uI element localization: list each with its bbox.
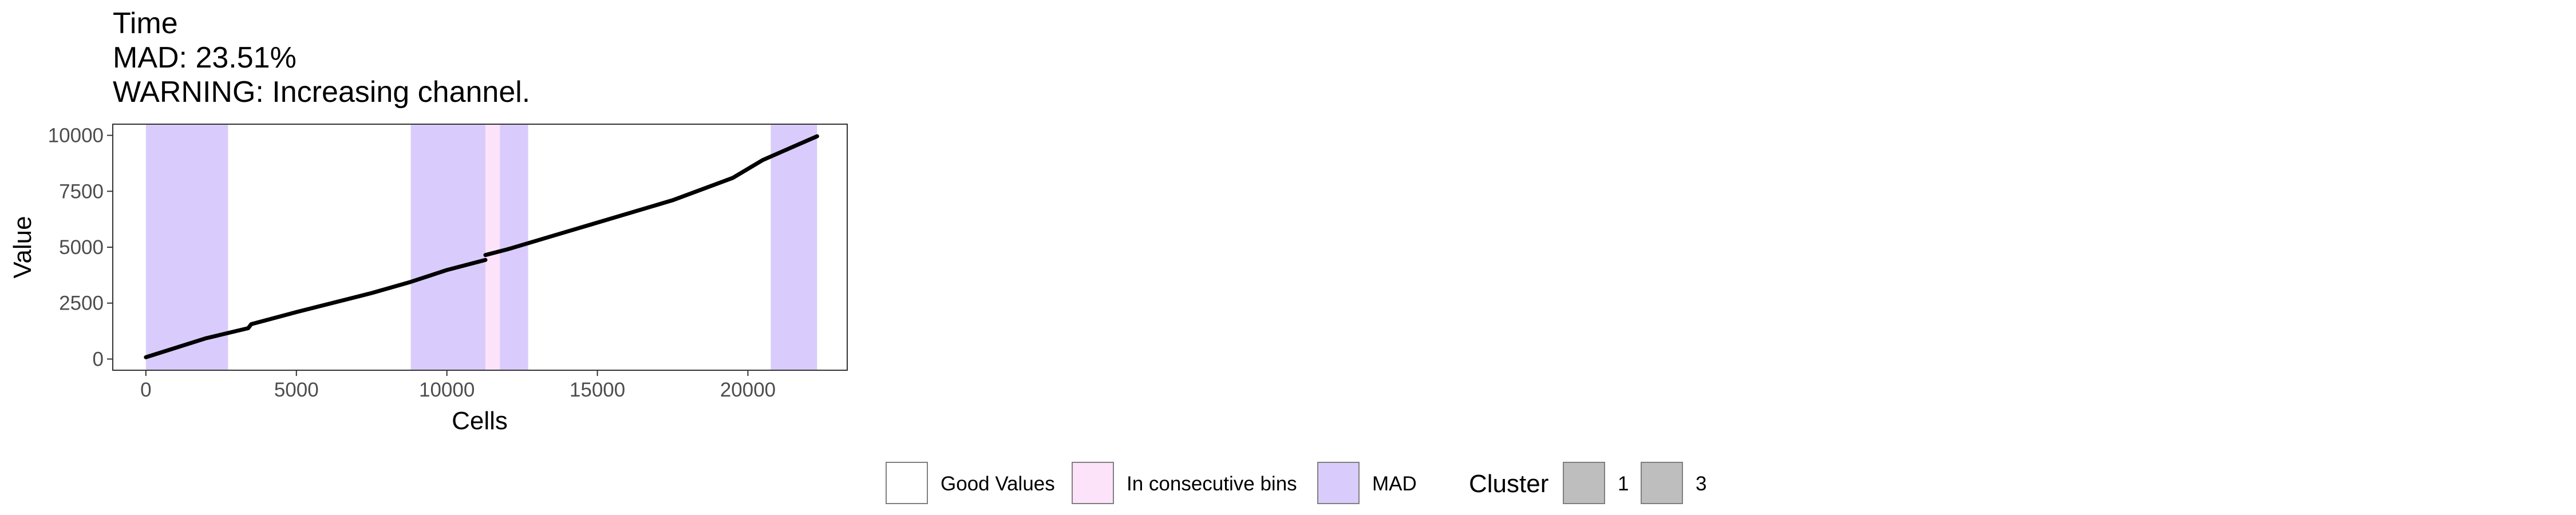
legend: Good Values In consecutive bins MAD Clus…	[886, 462, 1706, 504]
y-tick-label-2500: 2500	[59, 292, 104, 315]
legend-label-good-values: Good Values	[941, 473, 1055, 495]
region-mad-1	[410, 124, 485, 370]
x-tick-label-15000: 15000	[570, 379, 625, 401]
x-tick-label-20000: 20000	[720, 379, 776, 401]
legend-key-mad	[1317, 462, 1360, 504]
legend-key-in-consecutive-bins	[1072, 462, 1114, 504]
legend-key-cluster-1	[1563, 462, 1605, 504]
region-mad-4	[771, 124, 817, 370]
chart-title-line-2: MAD: 23.51%	[113, 41, 297, 74]
x-tick-label-0: 0	[140, 379, 151, 401]
legend-label-in-consecutive-bins: In consecutive bins	[1127, 473, 1297, 495]
legend-label-cluster-1: 1	[1618, 473, 1629, 495]
legend-label-mad: MAD	[1372, 473, 1417, 495]
ribbon-cluster-3	[485, 134, 817, 258]
y-tick-label-5000: 5000	[59, 236, 104, 259]
y-tick-label-0: 0	[93, 348, 104, 370]
series-lines	[144, 134, 819, 359]
line-cluster-3	[483, 134, 819, 258]
y-tick-label-10000: 10000	[48, 125, 104, 147]
x-tick-label-10000: 10000	[419, 379, 475, 401]
chart-title-line-3: WARNING: Increasing channel.	[113, 76, 530, 109]
legend-title-cluster: Cluster	[1469, 470, 1548, 498]
region-mad-0	[145, 124, 228, 370]
x-axis: 0 5000 10000 15000 20000	[140, 370, 776, 401]
y-axis-title: Value	[9, 216, 37, 278]
x-axis-title: Cells	[452, 407, 508, 435]
x-tick-label-5000: 5000	[274, 379, 319, 401]
legend-key-good-values	[886, 462, 928, 504]
region-consecutive-2	[485, 124, 500, 370]
chart-title-line-1: Time	[113, 7, 178, 40]
y-axis: 0 2500 5000 7500 10000	[48, 125, 113, 370]
highlight-regions	[145, 124, 817, 370]
legend-key-cluster-3	[1641, 462, 1683, 504]
legend-label-cluster-3: 3	[1696, 473, 1706, 495]
y-tick-label-7500: 7500	[59, 180, 104, 203]
line-cluster-1	[144, 258, 488, 359]
